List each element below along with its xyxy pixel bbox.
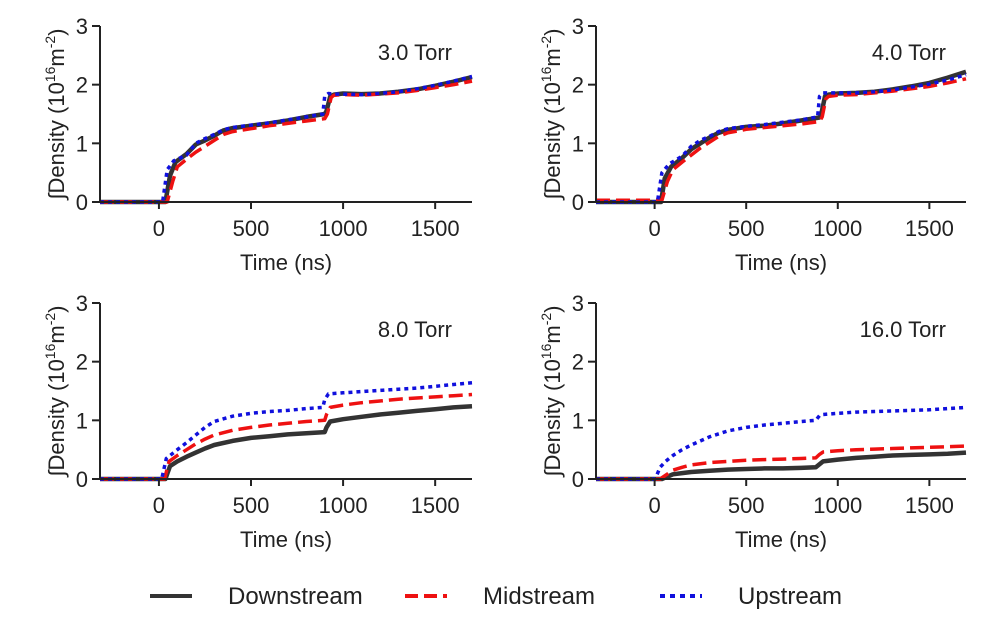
x-tick-label: 0 [153,216,165,241]
x-axis-label: Time (ns) [240,250,332,275]
y-tick-label: 1 [76,131,88,156]
x-tick-label: 1500 [411,493,460,518]
y-axis-label-part: m [540,48,565,66]
x-tick-label: 500 [233,216,270,241]
series-line-midstream [100,79,473,204]
y-axis-label-part: ∫Density (10 [540,82,565,201]
series-line-midstream [596,444,967,481]
y-axis-label-part: ∫Density (10 [44,359,69,478]
chart-panel-3: 0 1 2 3 0 500 1000 1500 Time (ns) ∫Density (1016m… [42,291,473,552]
y-axis-label-superscript: -2 [42,313,58,326]
series-line-upstream [100,381,473,481]
x-tick-label: 1500 [905,216,954,241]
y-axis-label-superscript: 16 [42,66,58,82]
series-line-upstream [596,73,967,204]
chart-panel-2: 0 1 2 3 0 500 1000 1500 Time (ns) ∫Density (1016m… [538,14,967,275]
pressure-annotation: 8.0 Torr [378,317,452,342]
x-tick-label: 1000 [813,216,862,241]
x-tick-label: 500 [233,493,270,518]
legend-label-upstream: Upstream [738,583,842,610]
pressure-annotation: 16.0 Torr [860,317,946,342]
x-tick-label: 500 [728,493,765,518]
y-axis-label-superscript: -2 [538,313,554,326]
y-axis-label: ∫Density (1016m-2) [538,306,565,479]
legend-label-downstream: Downstream [228,583,363,610]
x-axis-label: Time (ns) [735,527,827,552]
y-tick-label: 0 [76,190,88,215]
y-tick-label: 0 [572,190,584,215]
series-line-downstream [596,450,967,482]
x-tick-label: 0 [648,493,660,518]
series-line-downstream [100,404,473,482]
x-tick-label: 1500 [905,493,954,518]
y-tick-label: 0 [572,467,584,492]
x-tick-label: 1500 [411,216,460,241]
pressure-annotation: 3.0 Torr [378,40,452,65]
series-line-midstream [596,77,967,202]
y-tick-label: 1 [76,408,88,433]
y-tick-label: 1 [572,131,584,156]
y-axis-label: ∫Density (1016m-2) [42,306,69,479]
y-tick-label: 0 [76,467,88,492]
x-tick-label: 1000 [813,493,862,518]
x-axis-label: Time (ns) [735,250,827,275]
series-line-midstream [100,392,473,481]
y-axis-label-part: ∫Density (10 [44,82,69,201]
series-line-upstream [596,405,967,481]
y-axis-label-superscript: 16 [42,343,58,359]
y-axis-label-part: ) [540,29,565,36]
y-axis-label-part: ) [44,306,69,313]
pressure-annotation: 4.0 Torr [872,40,946,65]
y-axis-label-part: m [540,325,565,343]
series-line-downstream [596,69,967,205]
y-tick-label: 2 [572,350,584,375]
y-axis-label-superscript: -2 [42,36,58,49]
x-tick-label: 1000 [319,216,368,241]
y-axis-label-superscript: 16 [538,66,554,82]
y-axis-label-part: m [44,325,69,343]
y-axis-label: ∫Density (1016m-2) [538,29,565,202]
y-axis-label-superscript: -2 [538,36,554,49]
y-tick-label: 3 [76,14,88,39]
y-tick-label: 3 [76,291,88,316]
y-axis-label-part: ∫Density (10 [540,359,565,478]
x-tick-label: 500 [728,216,765,241]
y-tick-label: 3 [572,291,584,316]
y-tick-label: 2 [76,350,88,375]
series-line-downstream [100,74,473,205]
y-tick-label: 3 [572,14,584,39]
x-axis-label: Time (ns) [240,527,332,552]
y-axis-label-part: ) [44,29,69,36]
chart-panel-1: 0 1 2 3 0 500 1000 1500 Time (ns) ∫Density (1016m… [42,14,473,275]
legend-label-midstream: Midstream [483,583,595,610]
y-tick-label: 1 [572,408,584,433]
y-axis-label-part: m [44,48,69,66]
x-tick-label: 0 [648,216,660,241]
x-tick-label: 1000 [319,493,368,518]
y-axis-label: ∫Density (1016m-2) [42,29,69,202]
y-axis-label-part: ) [540,306,565,313]
legend: Downstream Midstream Upstream [150,583,842,610]
series-line-upstream [100,74,473,204]
chart-panel-4: 0 1 2 3 0 500 1000 1500 Time (ns) ∫Density (1016m… [538,291,967,552]
y-tick-label: 2 [76,73,88,98]
y-axis-label-superscript: 16 [538,343,554,359]
y-tick-label: 2 [572,73,584,98]
x-tick-label: 0 [153,493,165,518]
